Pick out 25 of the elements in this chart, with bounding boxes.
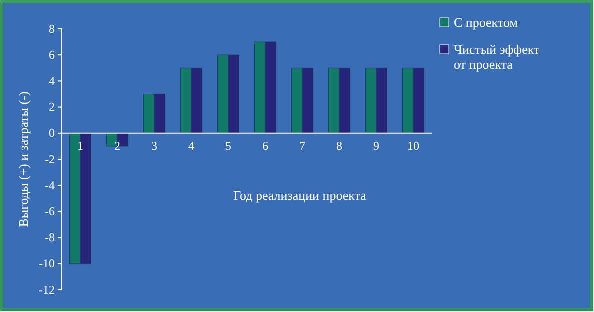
y-tick-label: -8 bbox=[45, 230, 55, 245]
y-tick-label: -12 bbox=[39, 282, 55, 297]
x-tick-label: 9 bbox=[374, 138, 380, 153]
x-tick-label: 6 bbox=[262, 138, 268, 153]
legend-label: Чистый эффект от проекта bbox=[454, 42, 540, 72]
y-tick-label: -6 bbox=[45, 204, 55, 219]
y-tick-label: -2 bbox=[45, 152, 55, 166]
x-tick-label: 4 bbox=[188, 138, 194, 153]
y-tick-label: -10 bbox=[39, 256, 55, 271]
y-tick-label: 6 bbox=[49, 48, 55, 62]
x-axis-title: Год реализации проекта bbox=[234, 188, 367, 203]
y-tick-label: -4 bbox=[45, 178, 55, 192]
y-tick-label: 4 bbox=[49, 74, 55, 88]
x-tick-label: 2 bbox=[114, 138, 120, 153]
x-tick-label: 1 bbox=[78, 138, 84, 153]
y-tick-label: 8 bbox=[49, 22, 55, 36]
x-tick-label: 3 bbox=[152, 138, 158, 153]
x-tick-label: 7 bbox=[300, 138, 306, 153]
y-axis-title: Выгоды (+) и затраты (-) bbox=[16, 92, 31, 228]
x-tick-label: 10 bbox=[408, 138, 420, 153]
x-tick-label: 5 bbox=[226, 138, 232, 153]
x-tick-label: 8 bbox=[336, 138, 342, 153]
legend-label: С проектом bbox=[454, 15, 518, 30]
y-tick-label: 2 bbox=[49, 100, 55, 114]
y-tick-label: 0 bbox=[49, 126, 55, 140]
